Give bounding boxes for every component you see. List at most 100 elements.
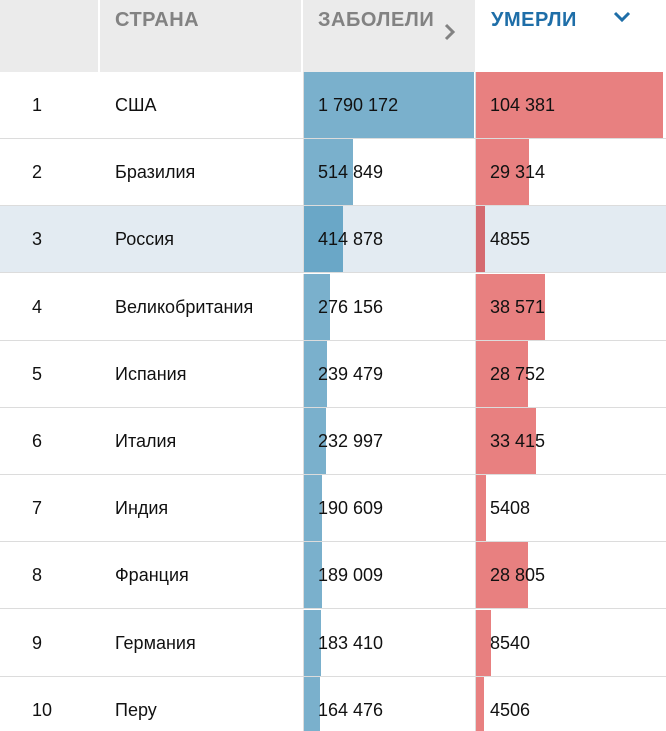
deaths-value: 4506 bbox=[490, 699, 531, 720]
rank-cell: 9 bbox=[32, 632, 43, 653]
table-row[interactable]: 7 Индия 190 609 5408 bbox=[0, 475, 666, 543]
deaths-cell: 38 571 bbox=[475, 273, 662, 340]
deaths-bar bbox=[476, 273, 545, 340]
cases-bar bbox=[304, 206, 343, 273]
cases-value: 514 849 bbox=[318, 162, 384, 183]
table-header: СТРАНА ЗАБОЛЕЛИ УМЕРЛИ bbox=[0, 0, 666, 72]
table-row[interactable]: 5 Испания 239 479 28 752 bbox=[0, 340, 666, 408]
deaths-value: 28 805 bbox=[490, 565, 546, 586]
cases-value: 414 878 bbox=[318, 229, 384, 250]
cases-bar bbox=[304, 340, 327, 407]
cases-header-label: ЗАБОЛЕЛИ bbox=[318, 9, 435, 31]
country-cell: Испания bbox=[115, 363, 187, 384]
cases-cell: 276 156 bbox=[303, 273, 474, 340]
cases-bar bbox=[304, 72, 474, 138]
deaths-cell: 4855 bbox=[475, 206, 662, 273]
cases-column-header[interactable]: ЗАБОЛЕЛИ bbox=[301, 0, 475, 72]
table-row[interactable]: 2 Бразилия 514 849 29 314 bbox=[0, 139, 666, 207]
cases-value: 276 156 bbox=[318, 296, 384, 317]
deaths-bar bbox=[476, 609, 491, 676]
cases-cell: 189 009 bbox=[303, 542, 474, 609]
deaths-cell: 104 381 bbox=[475, 72, 663, 138]
deaths-bar bbox=[476, 475, 486, 542]
deaths-bar bbox=[476, 676, 484, 731]
cases-bar bbox=[304, 475, 322, 542]
deaths-cell: 28 805 bbox=[475, 542, 662, 609]
country-cell: Индия bbox=[115, 498, 169, 519]
cases-value: 232 997 bbox=[318, 431, 384, 451]
deaths-value: 8540 bbox=[490, 632, 531, 653]
country-cell: Бразилия bbox=[115, 162, 196, 183]
cases-cell: 183 410 bbox=[303, 609, 474, 676]
chevron-down-icon[interactable] bbox=[612, 9, 632, 25]
deaths-value: 28 752 bbox=[490, 363, 546, 384]
country-cell: Россия bbox=[115, 229, 175, 250]
deaths-value: 5408 bbox=[490, 498, 531, 519]
cases-value: 190 609 bbox=[318, 498, 384, 519]
cases-value: 164 476 bbox=[318, 699, 384, 720]
cases-cell: 190 609 bbox=[303, 475, 474, 542]
deaths-cell: 8540 bbox=[475, 609, 662, 676]
chevron-right-icon[interactable] bbox=[441, 22, 459, 42]
country-cell: Италия bbox=[115, 431, 177, 451]
cases-cell: 164 476 bbox=[303, 676, 474, 731]
cases-bar bbox=[304, 542, 322, 609]
rank-cell: 10 bbox=[32, 699, 53, 720]
deaths-cell: 33 415 bbox=[475, 408, 662, 474]
cases-cell: 414 878 bbox=[303, 206, 474, 273]
deaths-bar bbox=[476, 542, 528, 609]
deaths-header-label: УМЕРЛИ bbox=[491, 9, 577, 31]
cases-cell: 1 790 172 bbox=[303, 72, 474, 138]
cases-value: 183 410 bbox=[318, 632, 384, 653]
cases-cell: 239 479 bbox=[303, 340, 474, 407]
cases-value: 189 009 bbox=[318, 565, 384, 586]
table-row[interactable]: 4 Великобритания 276 156 38 571 bbox=[0, 273, 666, 341]
deaths-bar bbox=[476, 340, 528, 407]
rank-cell: 6 bbox=[32, 431, 43, 451]
country-header-label: СТРАНА bbox=[115, 9, 200, 31]
table-row[interactable]: 6 Италия 232 997 33 415 bbox=[0, 408, 666, 475]
cases-bar bbox=[304, 408, 326, 474]
rank-cell: 2 bbox=[32, 162, 43, 183]
deaths-value: 38 571 bbox=[490, 296, 546, 317]
deaths-bar bbox=[476, 408, 536, 474]
deaths-value: 104 381 bbox=[490, 95, 556, 115]
deaths-bar bbox=[476, 139, 529, 206]
deaths-column-header[interactable]: УМЕРЛИ bbox=[475, 0, 666, 72]
deaths-value: 33 415 bbox=[490, 431, 546, 451]
cases-cell: 232 997 bbox=[303, 408, 474, 474]
rank-cell: 1 bbox=[32, 95, 43, 115]
deaths-cell: 29 314 bbox=[475, 139, 662, 206]
cases-value: 1 790 172 bbox=[318, 95, 399, 115]
rank-cell: 8 bbox=[32, 565, 43, 586]
table-row[interactable]: 3 Россия 414 878 4855 bbox=[0, 206, 666, 274]
rank-cell: 5 bbox=[32, 363, 43, 384]
table-row[interactable]: 9 Германия 183 410 8540 bbox=[0, 609, 666, 677]
cases-value: 239 479 bbox=[318, 363, 384, 384]
deaths-bar bbox=[476, 72, 663, 138]
deaths-cell: 4506 bbox=[475, 676, 662, 731]
country-column-header[interactable]: СТРАНА bbox=[98, 0, 301, 72]
cases-bar bbox=[304, 139, 353, 206]
country-cell: Франция bbox=[115, 565, 189, 586]
cases-bar bbox=[304, 676, 320, 731]
country-cell: Германия bbox=[115, 632, 196, 653]
cases-bar bbox=[304, 609, 321, 676]
rank-column-header bbox=[0, 0, 98, 72]
country-cell: Перу bbox=[115, 699, 157, 720]
rank-cell: 3 bbox=[32, 229, 43, 250]
table-row[interactable]: 8 Франция 189 009 28 805 bbox=[0, 542, 666, 610]
deaths-value: 4855 bbox=[490, 229, 531, 250]
deaths-cell: 5408 bbox=[475, 475, 662, 542]
deaths-cell: 28 752 bbox=[475, 340, 662, 407]
country-cell: США bbox=[115, 95, 157, 115]
cases-bar bbox=[304, 273, 330, 340]
deaths-value: 29 314 bbox=[490, 162, 546, 183]
table-row[interactable]: 1 США 1 790 172 104 381 bbox=[0, 72, 666, 139]
deaths-bar bbox=[476, 206, 485, 273]
cases-cell: 514 849 bbox=[303, 139, 474, 206]
rank-cell: 4 bbox=[32, 296, 43, 317]
country-cell: Великобритания bbox=[115, 296, 254, 317]
table-row[interactable]: 10 Перу 164 476 4506 bbox=[0, 676, 666, 731]
